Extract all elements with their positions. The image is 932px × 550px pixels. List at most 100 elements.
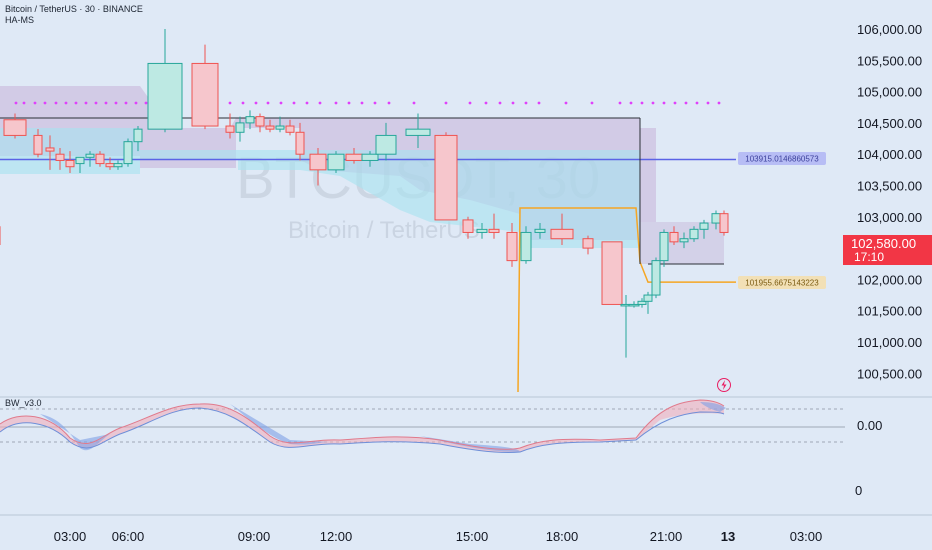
time-tick-label: 18:00 [546, 529, 579, 544]
level-line-orange [517, 207, 736, 393]
price-tick-label: 100,500.00 [857, 366, 922, 381]
signal-dot [511, 101, 515, 105]
signal-dot [673, 101, 677, 105]
zone-purple-right [640, 222, 724, 264]
signal-dot [305, 101, 309, 105]
symbol-title[interactable]: Bitcoin / TetherUS · 30 · BINANCE [5, 4, 143, 14]
candle [651, 257, 661, 299]
candle [405, 113, 431, 148]
candle-body [534, 228, 546, 233]
candle [669, 226, 679, 245]
candle-body [651, 260, 661, 296]
candle-body [309, 153, 327, 171]
price-axis[interactable]: 106,000.00 105,500.00 105,000.00 104,500.00… [857, 22, 922, 381]
signal-dot [64, 101, 68, 105]
candle [295, 122, 305, 161]
candle [520, 226, 532, 264]
bolt-icon-ring [717, 378, 731, 392]
candle-body [85, 153, 95, 158]
price-tick-label: 103,500.00 [857, 179, 922, 194]
level-blue-tag[interactable]: 103915.0146860573 [738, 152, 826, 165]
indicator-label[interactable]: HA-MS [5, 15, 34, 25]
candle [375, 122, 397, 161]
candle [689, 226, 699, 242]
candle-body [637, 300, 647, 305]
candle-body [628, 303, 640, 307]
candle-body [265, 125, 275, 130]
signal-dot [373, 101, 377, 105]
candle [113, 160, 123, 170]
time-tick-label: 15:00 [456, 529, 489, 544]
candle-body [679, 238, 689, 243]
candle-body [550, 228, 574, 240]
signal-dot [318, 101, 322, 105]
candle-body [255, 116, 265, 127]
signal-dot [124, 101, 128, 105]
candle [643, 291, 653, 314]
candle-body [659, 231, 669, 262]
candle [45, 135, 55, 170]
time-tick-label: 03:00 [790, 529, 823, 544]
candle [628, 301, 640, 308]
time-axis[interactable]: 03:00 06:00 09:00 12:00 15:00 18:00 21:00 13 03:… [0, 514, 932, 544]
candle [191, 44, 219, 130]
price-tick-label: 105,500.00 [857, 53, 922, 68]
signal-dot [484, 101, 488, 105]
candle-body [245, 116, 255, 124]
signal-dot [22, 101, 26, 105]
candle-body [45, 147, 55, 152]
price-tick-label: 102,000.00 [857, 272, 922, 287]
signal-dot [524, 101, 528, 105]
signal-dot [717, 101, 721, 105]
signal-dot [347, 101, 351, 105]
signal-dot [412, 101, 416, 105]
time-tick-label: 13 [721, 529, 735, 544]
candle-body [711, 213, 721, 224]
candle-body [235, 122, 245, 133]
price-tick-label: 101,500.00 [857, 304, 922, 319]
candle [133, 126, 143, 152]
signal-dot [134, 101, 138, 105]
candle [659, 229, 669, 267]
candle [637, 298, 647, 308]
candle-body [33, 134, 43, 155]
candle [265, 119, 275, 133]
candle [75, 156, 85, 173]
level-orange-tag-text: 101955.6675143223 [745, 279, 819, 288]
price-tick-label: 106,000.00 [857, 22, 922, 37]
current-price-tag-bg [843, 235, 932, 265]
candle-body [405, 128, 431, 136]
candle [361, 151, 379, 167]
candle [55, 147, 65, 170]
candle [255, 113, 265, 133]
signal-dot [468, 101, 472, 105]
signal-dot [695, 101, 699, 105]
candle-body [285, 125, 295, 133]
osc-tick-bottom: 0 [855, 483, 862, 498]
level-orange-tag-bg [738, 276, 826, 289]
signal-dot [33, 101, 37, 105]
candle-body [361, 153, 379, 161]
level-orange-tag[interactable]: 101955.6675143223 [738, 276, 826, 289]
candle-body [643, 294, 653, 302]
candle [719, 210, 729, 236]
candle [285, 119, 295, 136]
candle-body [488, 228, 500, 233]
candle-body [225, 125, 235, 133]
signal-dot [640, 101, 644, 105]
level-blue-tag-bg [738, 152, 826, 165]
osc-tick-zero: 0.00 [857, 418, 882, 433]
bolt-icon[interactable] [717, 378, 731, 392]
current-price-tag[interactable]: 102,580.00 17:10 [843, 235, 932, 265]
candle-body [689, 228, 699, 240]
signal-dot [228, 101, 232, 105]
candle-body [75, 156, 85, 165]
time-tick-label: 12:00 [320, 529, 353, 544]
oscillator-label[interactable]: BW_v3.0 [5, 398, 42, 408]
signal-dot [14, 101, 18, 105]
candle-body [123, 141, 133, 165]
signal-dot [444, 101, 448, 105]
candle [534, 223, 546, 239]
candle-body [55, 153, 65, 161]
